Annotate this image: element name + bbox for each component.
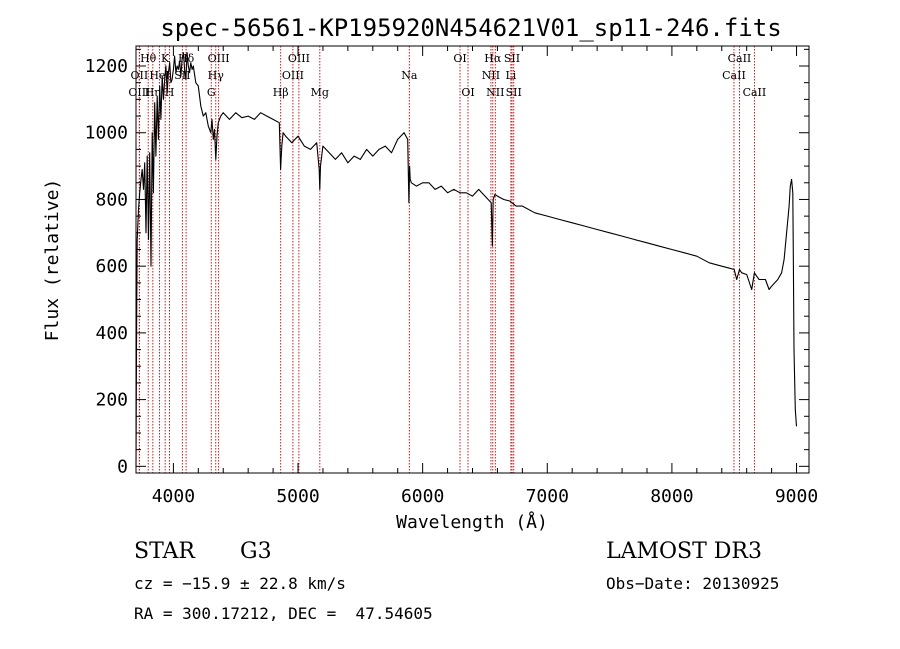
line-label: Hα	[484, 52, 502, 65]
line-markers	[138, 46, 755, 473]
line-label: OIII	[208, 52, 230, 65]
x-axis: 4000 5000 6000 7000 8000 9000	[152, 46, 818, 507]
line-label: NII	[482, 69, 500, 82]
y-tick-label: 1200	[85, 56, 128, 77]
line-label: K	[161, 52, 170, 65]
x-tick-label: 4000	[152, 486, 195, 507]
x-tick-label: 9000	[775, 486, 818, 507]
line-label: H	[165, 86, 175, 99]
line-label: OIII	[128, 86, 150, 99]
observation-date: Obs−Date: 20130925	[606, 574, 780, 593]
spectral-subclass: G3	[240, 539, 272, 564]
line-label: Li	[505, 69, 516, 82]
survey-name: LAMOST DR3	[606, 539, 762, 564]
y-tick-label: 600	[95, 256, 128, 277]
x-tick-label: 5000	[276, 486, 319, 507]
y-axis-label: Flux (relative)	[42, 179, 63, 342]
y-tick-label: 1000	[85, 123, 128, 144]
x-tick-label: 6000	[401, 486, 444, 507]
x-tick-label: 8000	[650, 486, 693, 507]
redshift-velocity: cz = −15.9 ± 22.8 km/s	[134, 574, 346, 593]
line-label: Hθ	[140, 52, 157, 65]
x-axis-label: Wavelength (Å)	[396, 511, 548, 533]
line-label: SII	[504, 52, 520, 65]
line-label: OIII	[288, 52, 310, 65]
line-label: CaII	[728, 52, 752, 65]
line-label: OII	[131, 69, 149, 82]
spectrum-line	[135, 52, 798, 467]
line-label: CaII	[743, 86, 767, 99]
line-label: OI	[453, 52, 466, 65]
y-tick-label: 800	[95, 189, 128, 210]
line-label: Mg	[311, 86, 329, 99]
line-label: Na	[401, 69, 418, 82]
line-label: NII	[486, 86, 504, 99]
line-label: SII	[506, 86, 522, 99]
y-tick-label: 400	[95, 323, 128, 344]
line-label: Hη	[145, 86, 161, 99]
y-axis: 0 200 400 600 800 1000 1200	[85, 48, 809, 477]
chart-title: spec-56561-KP195920N454621V01_sp11-246.f…	[160, 14, 781, 42]
coordinates: RA = 300.17212, DEC = 47.54605	[134, 604, 433, 623]
line-label: OI	[461, 86, 474, 99]
line-label: Hγ	[208, 69, 225, 82]
line-label: Hβ	[273, 86, 289, 99]
y-tick-label: 0	[117, 456, 128, 477]
line-label: G	[207, 86, 216, 99]
plot-frame	[135, 45, 810, 474]
line-label: OIII	[282, 69, 304, 82]
y-tick-label: 200	[95, 390, 128, 411]
object-class: STAR	[134, 539, 195, 564]
line-label: CaII	[722, 69, 746, 82]
x-tick-label: 7000	[526, 486, 569, 507]
